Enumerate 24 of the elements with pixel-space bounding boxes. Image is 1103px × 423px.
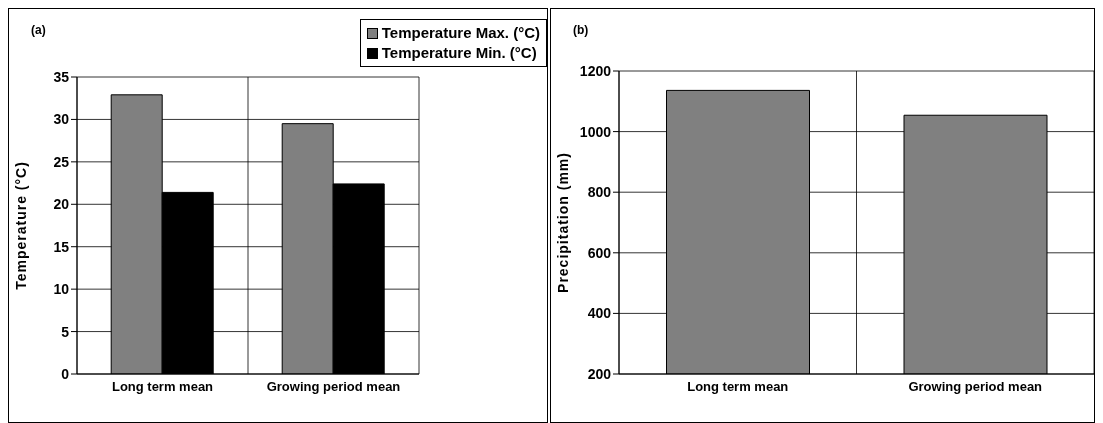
x-tick-label: Growing period mean [266,379,401,395]
y-tick-label: 35 [53,68,70,85]
chart-title: (b) [573,23,589,37]
y-tick-label: 20 [53,196,70,213]
y-tick-label: 25 [53,153,70,170]
x-tick-label: Long term mean [111,379,214,395]
y-tick-label: 1000 [579,123,612,140]
y-tick-label: 600 [587,244,612,261]
y-tick-label: 15 [53,238,70,255]
y-tick-label: 0 [61,365,70,382]
y-axis-title: Temperature (°C) [12,161,29,290]
y-tick-label: 800 [587,184,612,201]
x-tick-label: Growing period mean [908,379,1043,395]
y-axis-title: Precipitation (mm) [554,152,571,293]
chart-title: (a) [31,23,46,37]
legend-label: Temperature Max. (°C) [381,23,540,43]
y-tick-label: 200 [587,365,612,382]
y-tick-label: 10 [53,281,70,298]
y-tick-label: 30 [53,111,70,128]
y-tick-label: 5 [61,323,70,340]
x-tick-label: Long term mean [687,379,789,395]
legend-label: Temperature Min. (°C) [381,43,537,63]
y-tick-label: 1200 [579,62,612,79]
y-tick-label: 400 [587,305,612,322]
